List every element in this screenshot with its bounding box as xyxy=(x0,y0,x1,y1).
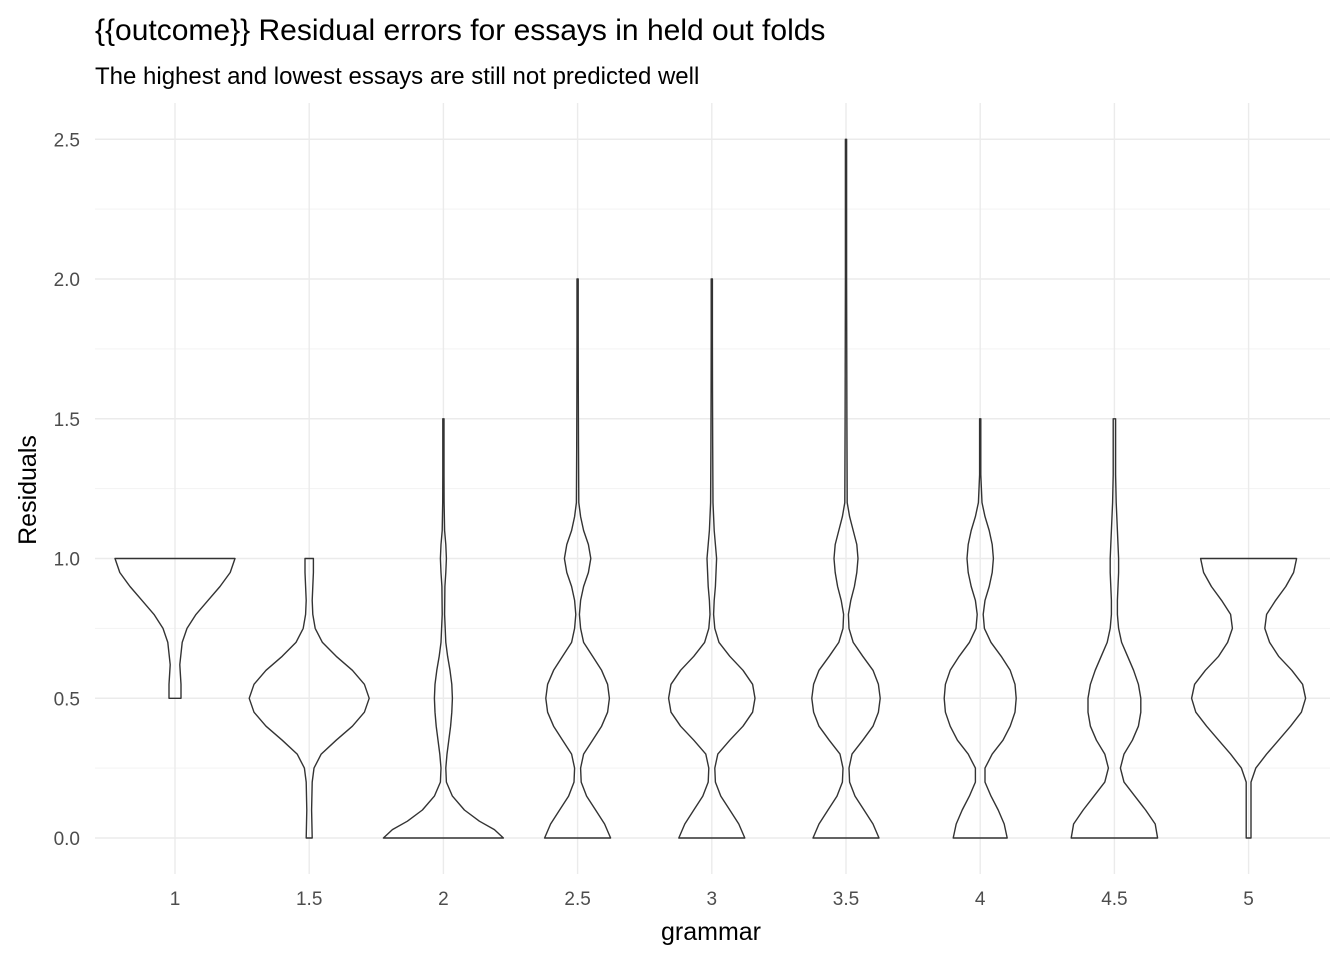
x-tick-label: 3.5 xyxy=(833,889,859,910)
y-axis-title: Residuals xyxy=(14,435,42,545)
violin-1.5 xyxy=(248,557,370,839)
violin-1 xyxy=(114,557,236,699)
y-tick-label: 1.0 xyxy=(54,550,80,571)
violin-2.5 xyxy=(543,278,612,839)
violin-4 xyxy=(943,418,1017,839)
y-tick-label: 2.5 xyxy=(54,130,80,151)
x-tick-label: 1 xyxy=(170,889,181,910)
x-tick-label: 2 xyxy=(438,889,449,910)
x-tick-label: 4.5 xyxy=(1101,889,1127,910)
x-tick-label: 1.5 xyxy=(296,889,322,910)
x-tick-label: 4 xyxy=(975,889,986,910)
violin-4.5 xyxy=(1070,418,1159,839)
violin-5 xyxy=(1190,557,1307,839)
y-tick-label: 1.5 xyxy=(54,410,80,431)
violin-2 xyxy=(382,418,505,839)
chart-title: {{outcome}} Residual errors for essays i… xyxy=(95,14,825,47)
y-tick-label: 0.5 xyxy=(54,689,80,710)
y-tick-label: 0.0 xyxy=(54,829,80,850)
chart-subtitle: The highest and lowest essays are still … xyxy=(95,63,699,90)
x-tick-label: 2.5 xyxy=(564,889,590,910)
x-axis-title: grammar xyxy=(661,918,761,946)
x-tick-label: 5 xyxy=(1243,889,1254,910)
violins xyxy=(114,138,1307,839)
x-tick-label: 3 xyxy=(707,889,718,910)
violin-3.5 xyxy=(811,138,881,839)
y-tick-label: 2.0 xyxy=(54,270,80,291)
violin-3 xyxy=(667,278,756,839)
x-tick-labels: 1 1.5 2 2.5 3 3.5 4 4.5 5 xyxy=(170,889,1254,910)
y-tick-labels: 0.0 0.5 1.0 1.5 2.0 2.5 xyxy=(54,130,80,850)
